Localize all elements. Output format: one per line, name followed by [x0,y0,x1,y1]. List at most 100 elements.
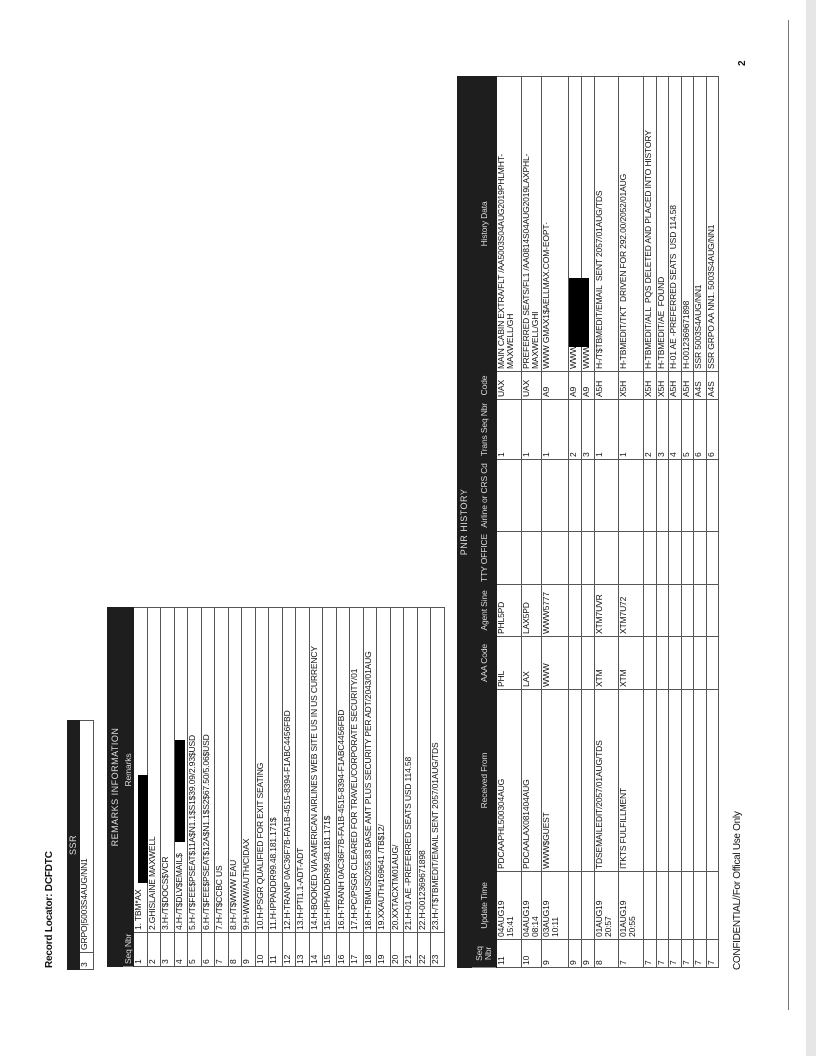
pnr-cell-received-from [693,689,706,872]
pnr-cell-trans-seq-nbr: 1 [618,399,644,460]
pnr-cell-agent-sine [656,584,669,637]
remarks-seq: 22 [417,932,431,967]
pnr-cell-received-from [581,689,595,872]
remarks-row: 5 5.H-/T$FEE$PSEAT$11A$N1.1$S1$39.09/2.93… [187,607,201,967]
remarks-row: 3 3.H-/T$DOCS$VCR [160,607,174,967]
remarks-text: 17.H-PC/PSGR CLEARED FOR TRAVEL/CORPORAT… [349,607,363,933]
pnr-cell-trans-seq-nbr: 5 [681,399,694,460]
pnr-cell-trans-seq-nbr: 2 [568,399,582,460]
remarks-text: 13.H-PTI1.1-ADT-ADT [295,607,309,933]
remarks-text: 23.H-/T$TBMEDIT/EMAIL SENT 2057/01AUG/TD… [430,607,444,933]
pnr-cell-code: X5H [643,371,656,400]
pnr-cell-update-time [668,871,681,940]
remarks-title: REMARKS INFORMATION [107,607,123,967]
pnr-cell-seq-nbr: 9 [541,939,569,968]
pnr-cell-tty-office [568,531,582,585]
remarks-row: 20 20.XXTACXTM01AUG/ [390,607,404,967]
pnr-cell-seq-nbr: 9 [581,939,595,968]
remarks-row: 13 13.H-PTI1.1-ADT-ADT [295,607,309,967]
pnr-cell-code: A9 [541,371,569,400]
pnr-cell-received-from: WWW$GUEST [541,689,569,872]
pnr-cell-trans-seq-nbr: 6 [706,399,719,460]
remarks-row: 21 21.H-01 AE -PREFERRED SEATS USD 114.58 [403,607,417,967]
ssr-title: SSR [67,720,80,970]
pnr-cell-aaa-code [681,636,694,690]
remarks-text: 14.H-BOOKED VIA AMERICAN AIRLINES WEB SI… [309,607,323,933]
pnr-header-airline-crs-cd: Airline or CRS Cd [471,459,497,532]
remarks-text: 12.H-TRANP 0AC36F7B-FA1B-4515-8394-F1ABC… [282,607,296,933]
remarks-row: 16 16.H-TRANH 0AC36F7B-FA1B-4515-8394-F1A… [336,607,350,967]
pnr-cell-update-time [681,871,694,940]
pnr-header-seq-nbr: Seq Nbr [471,939,497,968]
pnr-cell-seq-nbr: 7 [668,939,681,968]
remarks-text: 8.H-/T$WWW EAU [228,607,242,933]
pnr-cell-history-data: H-/T$TBMEDIT/EMAIL SENT 2057/01AUG/TDS [594,76,619,372]
pnr-cell-history-data: SSR 5003S4AUG/NN1 [693,76,706,372]
pnr-cell-received-from [656,689,669,872]
remarks-seq: 1 [133,932,147,967]
pnr-cell-aaa-code: WWW [541,636,569,690]
pnr-history-row: 11 04AUG19 15:41 PDCAAPHL500304AUG PHL PHL5P… [496,76,522,968]
remarks-seq: 13 [295,932,309,967]
pnr-cell-agent-sine: WWW5777 [541,584,569,637]
remarks-row: 22 22.H-0012369671898 [417,607,431,967]
pnr-cell-aaa-code [693,636,706,690]
pnr-cell-history-data: PREFERRED SEATS/FL1 /AA0814S04AUG2019LAX… [521,76,542,372]
scan-edge-line [788,20,789,1010]
pnr-cell-seq-nbr: 7 [693,939,706,968]
pnr-cell-history-data: H-TBMEDIT/ALL PQS DELETED AND PLACED INT… [643,76,656,372]
pnr-cell-history-data: MAIN CABIN EXTRA/FLT /AA5003S04AUG2019PH… [496,76,522,372]
pnr-cell-tty-office [521,531,542,585]
pnr-cell-trans-seq-nbr: 4 [668,399,681,460]
pnr-cell-airline-crs-cd [541,459,569,532]
remarks-seq: 9 [241,932,255,967]
pnr-cell-tty-office [668,531,681,585]
pnr-cell-code: A5H [594,371,619,400]
pnr-cell-received-from [643,689,656,872]
remarks-table: REMARKS INFORMATION Seq Nbr Remarks 1 1. … [107,607,445,967]
remarks-seq: 23 [430,932,444,967]
remarks-row: 8 8.H-/T$WWW EAU [228,607,242,967]
redaction-box [175,740,185,842]
remarks-seq: 10 [255,932,269,967]
pnr-history-row: 7 3 X5H H-TBMEDIT/AE FOUND [656,76,669,968]
pnr-header-history-data: History Data [471,76,497,372]
pnr-cell-aaa-code [706,636,719,690]
pnr-cell-history-data: H-TBMEDIT/TKT DRIVEN FOR 292.00/2052/01A… [618,76,644,372]
remarks-seq: 4 [174,932,188,967]
pnr-cell-update-time [643,871,656,940]
pnr-cell-code: X5H [656,371,669,400]
remarks-text: 10.H-PSGR QUALIFIED FOR EXIT SEATING [255,607,269,933]
pnr-cell-seq-nbr: 7 [656,939,669,968]
pnr-cell-tty-office [643,531,656,585]
pnr-cell-aaa-code [656,636,669,690]
pnr-cell-airline-crs-cd [668,459,681,532]
pnr-cell-airline-crs-cd [693,459,706,532]
pnr-cell-history-data: H-01 AE -PREFERRED SEATS USD 114.58 [668,76,681,372]
redaction-box [138,775,148,883]
remarks-seq: 6 [201,932,215,967]
pnr-cell-trans-seq-nbr: 1 [496,399,522,460]
remarks-row: 10 10.H-PSGR QUALIFIED FOR EXIT SEATING [255,607,269,967]
pnr-cell-airline-crs-cd [581,459,595,532]
pnr-cell-trans-seq-nbr: 3 [581,399,595,460]
remarks-seq: 21 [403,932,417,967]
pnr-cell-agent-sine [681,584,694,637]
pnr-cell-tty-office [496,531,522,585]
pnr-header-tty-office: TTY OFFICE [471,531,497,585]
remarks-row: 6 6.H-/T$FEE$PSEAT$12A$N1.1$S2$67.50/5.06… [201,607,215,967]
pnr-cell-code: X5H [618,371,644,400]
pnr-cell-received-from: ITKTS FULFILLMENT [618,689,644,872]
pnr-cell-history-data: SSR GRPO AA NN1. 5003S4AUG/NN1 [706,76,719,372]
pnr-cell-seq-nbr: 7 [706,939,719,968]
ssr-seq: 3 [79,952,94,970]
pnr-header-aaa-code: AAA Code [471,636,497,690]
pnr-cell-update-time: 04AUG19 15:41 [496,871,522,940]
pnr-cell-seq-nbr: 10 [521,939,542,968]
pnr-cell-update-time [568,871,582,940]
pnr-cell-received-from [681,689,694,872]
pnr-history-row: 7 2 X5H H-TBMEDIT/ALL PQS DELETED AND PLACE… [643,76,656,968]
pnr-cell-aaa-code [643,636,656,690]
pnr-cell-tty-office [618,531,644,585]
pnr-cell-trans-seq-nbr: 2 [643,399,656,460]
